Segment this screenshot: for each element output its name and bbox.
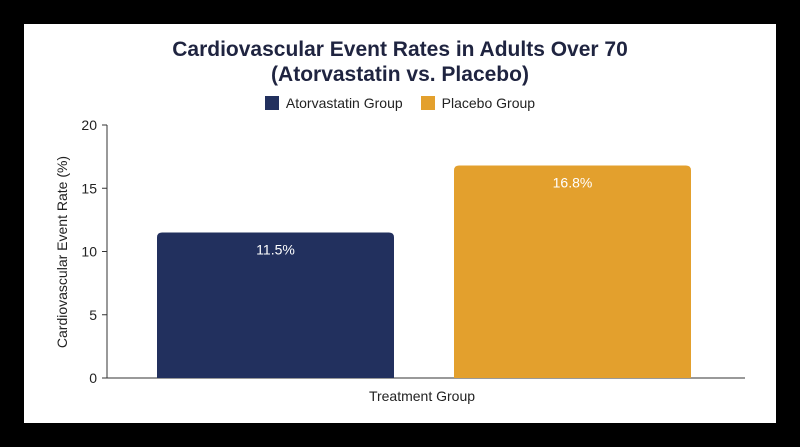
chart-title-line-1: Cardiovascular Event Rates in Adults Ove… xyxy=(172,38,628,61)
y-tick-label: 5 xyxy=(89,307,97,323)
data-label: 11.5% xyxy=(256,242,295,258)
data-label: 16.8% xyxy=(553,174,593,190)
y-axis-label: Cardiovascular Event Rate (%) xyxy=(54,156,70,348)
y-tick-label: 10 xyxy=(81,244,97,260)
x-axis-label: Treatment Group xyxy=(369,388,475,404)
y-tick-label: 20 xyxy=(81,117,97,133)
legend-swatch-placebo xyxy=(420,96,435,110)
bar-atorvastatin-group xyxy=(157,232,394,378)
legend-item-placebo: Placebo Group xyxy=(420,95,536,111)
bar-placebo-group xyxy=(454,165,691,378)
legend-swatch-atorvastatin xyxy=(264,96,279,110)
chart-title-line-2: (Atorvastatin vs. Placebo) xyxy=(271,63,529,86)
legend-label-atorvastatin: Atorvastatin Group xyxy=(285,95,403,111)
y-tick-label: 0 xyxy=(89,370,97,386)
y-tick-label: 15 xyxy=(81,180,97,196)
legend-label-placebo: Placebo Group xyxy=(441,95,536,111)
legend-item-atorvastatin: Atorvastatin Group xyxy=(264,95,403,111)
chart-legend: Atorvastatin Group Placebo Group xyxy=(0,95,800,111)
